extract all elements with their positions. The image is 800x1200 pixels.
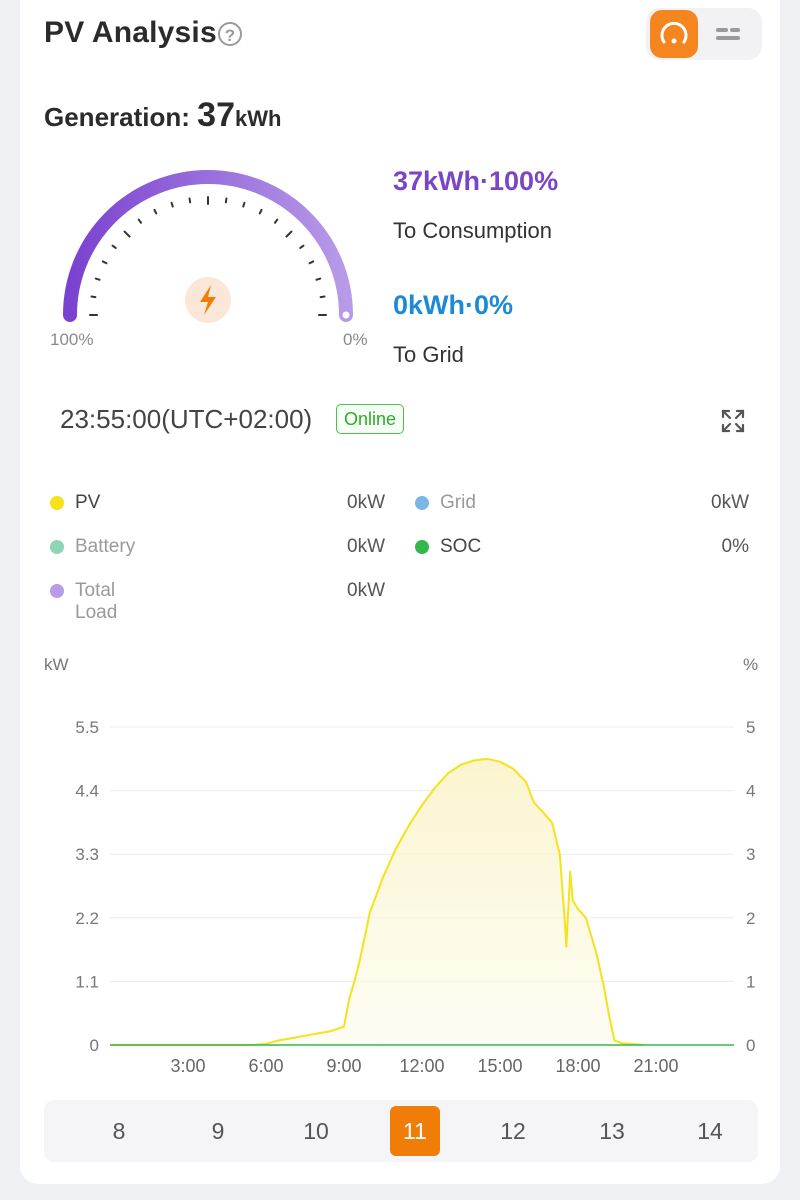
generation-gauge	[63, 170, 353, 323]
y-tick-right: 2	[746, 909, 755, 928]
gauge-tick	[170, 201, 174, 208]
generation-value: 37	[197, 96, 235, 134]
pv-analysis-card: PV Analysis ? Generation: 37kWh 100%	[20, 0, 780, 1184]
generation-unit: kWh	[234, 106, 282, 131]
day-selector: 8 9 10 11 12 13 14	[44, 1100, 758, 1162]
page-title: PV Analysis	[44, 16, 217, 49]
gauge-tick	[188, 197, 192, 204]
y-tick-left: 2.2	[75, 909, 99, 928]
legend-label-soc: SOC	[440, 536, 482, 557]
gauge-tick	[224, 197, 228, 204]
x-tick: 3:00	[170, 1056, 205, 1076]
legend-value-total-load: 0kW	[347, 580, 385, 601]
y-tick-left: 5.5	[75, 718, 99, 737]
x-tick: 21:00	[633, 1056, 678, 1076]
gauge-icon	[660, 21, 688, 44]
legend-label-grid: Grid	[440, 492, 476, 513]
expand-icon[interactable]	[720, 408, 746, 434]
gauge-tick	[308, 260, 315, 265]
y-axis-right-label: %	[743, 655, 758, 674]
legend-label-pv: PV	[75, 492, 101, 513]
y-tick-left: 0	[90, 1036, 99, 1055]
x-tick: 18:00	[555, 1056, 600, 1076]
day-11-selected[interactable]: 11	[390, 1106, 440, 1156]
generation-label: Generation:	[44, 102, 190, 132]
y-tick-right: 3	[746, 845, 755, 864]
battery-dot-icon	[50, 540, 64, 554]
gauge-tick	[319, 295, 326, 299]
y-tick-left: 3.3	[75, 845, 99, 864]
gauge-tick	[111, 244, 117, 249]
gauge-tick	[285, 230, 293, 238]
total-load-dot-icon	[50, 584, 64, 598]
timestamp: 23:55:00(UTC+02:00)	[60, 404, 313, 434]
legend-value-grid: 0kW	[711, 492, 749, 513]
day-12[interactable]: 12	[500, 1118, 526, 1144]
gauge-tick	[123, 230, 131, 238]
gauge-ticks	[89, 196, 327, 316]
list-icon	[716, 28, 740, 40]
legend-value-soc: 0%	[721, 536, 749, 557]
grid-value: 0kWh·0%	[393, 290, 514, 320]
gauge-tick	[258, 208, 263, 215]
gauge-tick	[274, 218, 279, 224]
gauge-tick	[315, 277, 322, 281]
y-tick-right: 1	[746, 972, 755, 991]
list-view-button[interactable]	[710, 22, 750, 48]
day-9[interactable]: 9	[211, 1118, 225, 1144]
generation-summary: Generation: 37kWh	[44, 96, 281, 135]
y-axis-left-label: kW	[44, 655, 69, 674]
x-tick: 6:00	[248, 1056, 283, 1076]
pv-power-chart[interactable]: kW % 0 1.1 2.2 3.3 4.4 5.5 0 1 2 3 4 5 3:00 6:00 9:0…	[40, 640, 780, 1080]
status-badge: Online	[336, 404, 405, 434]
grid-label: To Grid	[393, 342, 464, 367]
y-tick-right: 5	[746, 718, 755, 737]
x-tick: 12:00	[399, 1056, 444, 1076]
legend-value-battery: 0kW	[347, 536, 385, 557]
consumption-label: To Consumption	[393, 218, 552, 243]
legend-label-battery: Battery	[75, 536, 136, 557]
gauge-tick	[94, 277, 101, 281]
y-tick-left: 1.1	[75, 972, 99, 991]
legend-value-pv: 0kW	[347, 492, 385, 513]
lightning-icon	[200, 285, 216, 315]
day-13[interactable]: 13	[599, 1118, 625, 1144]
gauge-tick	[242, 201, 246, 208]
gauge-tick	[153, 208, 158, 215]
pv-area	[110, 758, 643, 1045]
day-10[interactable]: 10	[303, 1118, 329, 1144]
y-tick-right: 4	[746, 782, 755, 801]
consumption-value: 37kWh·100%	[393, 166, 559, 196]
gauge-tick	[137, 218, 142, 224]
gauge-tick	[299, 244, 305, 249]
series-line-pv	[110, 757, 644, 1046]
day-14[interactable]: 14	[697, 1118, 723, 1144]
pv-dot-icon	[50, 496, 64, 510]
soc-dot-icon	[415, 540, 429, 554]
legend-label-total-load: Total Load	[75, 580, 118, 623]
gauge-view-button[interactable]	[650, 10, 698, 58]
help-icon[interactable]: ?	[218, 22, 242, 46]
x-tick: 15:00	[477, 1056, 522, 1076]
gauge-max-label: 0%	[343, 330, 368, 349]
day-8[interactable]: 8	[112, 1118, 126, 1144]
gauge-tick	[90, 295, 97, 299]
x-tick: 9:00	[326, 1056, 361, 1076]
y-tick-right: 0	[746, 1036, 755, 1055]
y-tick-left: 4.4	[75, 782, 99, 801]
gauge-tick	[101, 260, 108, 265]
grid-dot-icon	[415, 496, 429, 510]
gauge-min-label: 100%	[50, 330, 94, 349]
